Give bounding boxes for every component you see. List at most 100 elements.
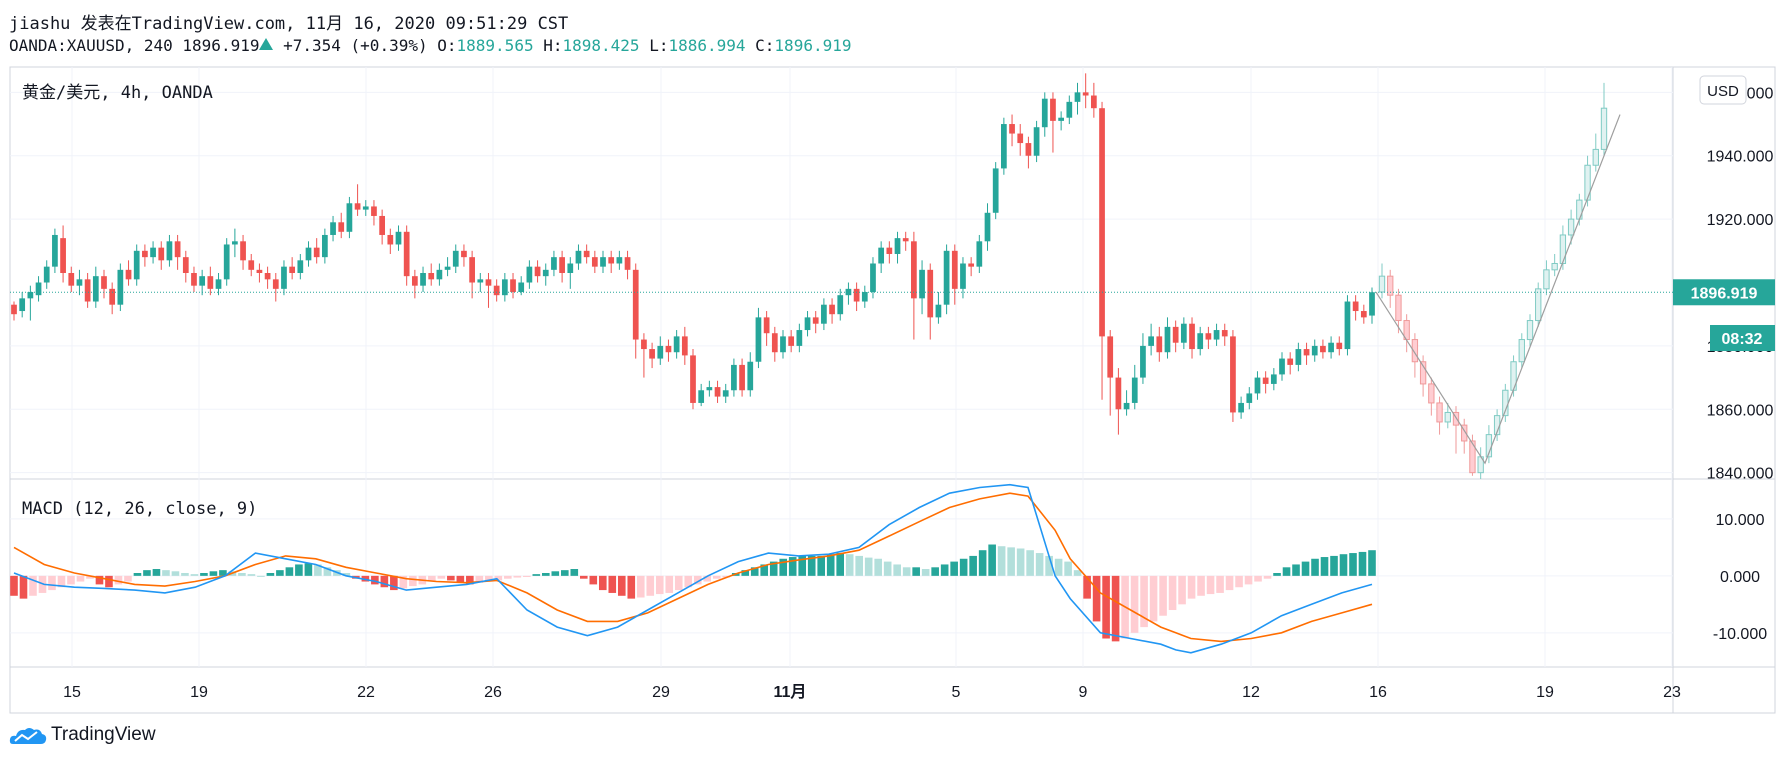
candle-body: [1336, 342, 1343, 350]
currency-button[interactable]: USD: [1699, 75, 1747, 105]
macd-histogram-bar: [399, 575, 408, 589]
up-arrow-icon: [259, 38, 274, 50]
time-tick-label: 22: [357, 684, 375, 701]
candle-body: [436, 269, 443, 280]
macd-histogram-bar: [1064, 561, 1072, 576]
macd-histogram-bar: [485, 575, 493, 582]
macd-histogram-bar: [200, 573, 208, 576]
macd-histogram-bar: [693, 575, 702, 585]
macd-histogram-bar: [864, 557, 873, 576]
candle-body: [722, 390, 729, 397]
macd-histogram-bar: [560, 570, 569, 576]
candle-body: [673, 336, 680, 353]
candle-body: [739, 364, 745, 391]
macd-histogram-bar: [779, 558, 788, 576]
macd-histogram-bar: [902, 567, 911, 576]
candle-body: [338, 222, 345, 232]
macd-histogram-bar: [1273, 573, 1281, 576]
candle-body: [411, 276, 418, 286]
candle-body: [240, 241, 246, 261]
candle-body: [1082, 92, 1089, 96]
macd-histogram-bar: [646, 575, 655, 596]
tradingview-cloud-icon: [9, 728, 47, 744]
candle-body: [861, 292, 868, 302]
candle-body: [125, 269, 132, 280]
candle-body: [1246, 393, 1253, 403]
macd-histogram-bar: [598, 575, 607, 591]
macd-histogram-bar: [1311, 558, 1319, 576]
macd-histogram-bar: [181, 573, 189, 576]
candle-body: [35, 282, 42, 296]
macd-histogram-bar: [1159, 575, 1167, 616]
candle-body: [142, 250, 148, 258]
macd-histogram-bar: [1178, 575, 1186, 605]
macd-histogram-bar: [86, 575, 94, 579]
candle-body: [845, 288, 852, 296]
projection-body: [1444, 411, 1451, 423]
candle-body: [567, 263, 574, 273]
macd-histogram-bar: [883, 561, 892, 576]
candle-body: [191, 273, 197, 286]
candle-body: [886, 247, 893, 254]
candle-body: [951, 250, 958, 289]
macd-tick-label: 0.000: [1720, 569, 1760, 586]
candle-body: [853, 288, 860, 302]
macd-histogram-bar: [1168, 575, 1177, 611]
macd-histogram-bar: [409, 575, 417, 587]
macd-histogram-bar: [504, 575, 512, 579]
projection-body: [1378, 275, 1386, 293]
macd-histogram-bar: [133, 573, 142, 576]
time-tick-label: 19: [190, 684, 208, 701]
candle-body: [1230, 336, 1236, 413]
macd-histogram-bar: [551, 571, 560, 576]
candle-body: [477, 279, 484, 283]
candle-body: [1131, 377, 1138, 403]
candle-body: [526, 266, 533, 283]
tradingview-logo[interactable]: TradingView: [9, 724, 156, 746]
macd-histogram-bar: [636, 575, 645, 598]
candle-body: [1001, 124, 1007, 169]
macd-histogram-bar: [665, 575, 674, 593]
time-tick-label: 29: [652, 684, 670, 701]
candle-body: [1009, 124, 1015, 134]
candle-body: [927, 269, 934, 318]
candle-body: [870, 263, 876, 293]
candle-body: [158, 247, 165, 261]
macd-histogram-bar: [760, 564, 769, 576]
candle-body: [1328, 342, 1334, 353]
macd-histogram-bar: [342, 573, 351, 576]
candle-body: [232, 241, 238, 245]
macd-histogram-bar: [162, 570, 170, 576]
candle-body: [1213, 330, 1220, 340]
macd-histogram-bar: [608, 575, 617, 593]
candle-body: [911, 241, 917, 299]
candle-body: [11, 304, 17, 315]
time-tick-label: 9: [1079, 684, 1088, 701]
price-tick-label: 1840.000: [1707, 466, 1774, 483]
macd-histogram-bar: [1092, 575, 1101, 622]
low-label: L:: [649, 36, 669, 55]
macd-histogram-bar: [1282, 567, 1291, 576]
macd-histogram-bar: [190, 574, 199, 576]
macd-histogram-bar: [523, 575, 531, 577]
macd-histogram-bar: [171, 571, 180, 576]
footer-brand: TradingView: [51, 724, 156, 745]
macd-histogram-bar: [304, 563, 313, 576]
price-tag-label: 1896.919: [1691, 285, 1758, 302]
macd-histogram-bar: [817, 555, 826, 576]
candle-body: [264, 273, 271, 280]
time-tick-label: 5: [952, 684, 961, 701]
projection-body: [1419, 361, 1427, 385]
candle-body: [182, 257, 189, 273]
candle-body: [346, 203, 353, 232]
high-value: 1898.425: [562, 36, 640, 55]
candle-body: [395, 231, 402, 245]
macd-histogram-bar: [76, 575, 85, 582]
macd-histogram-bar: [1130, 575, 1139, 633]
macd-histogram-bar: [1026, 550, 1034, 576]
candle-body: [1172, 326, 1179, 343]
candle-body: [821, 304, 827, 324]
countdown-label: 08:32: [1722, 331, 1763, 348]
macd-histogram-bar: [1254, 575, 1262, 582]
